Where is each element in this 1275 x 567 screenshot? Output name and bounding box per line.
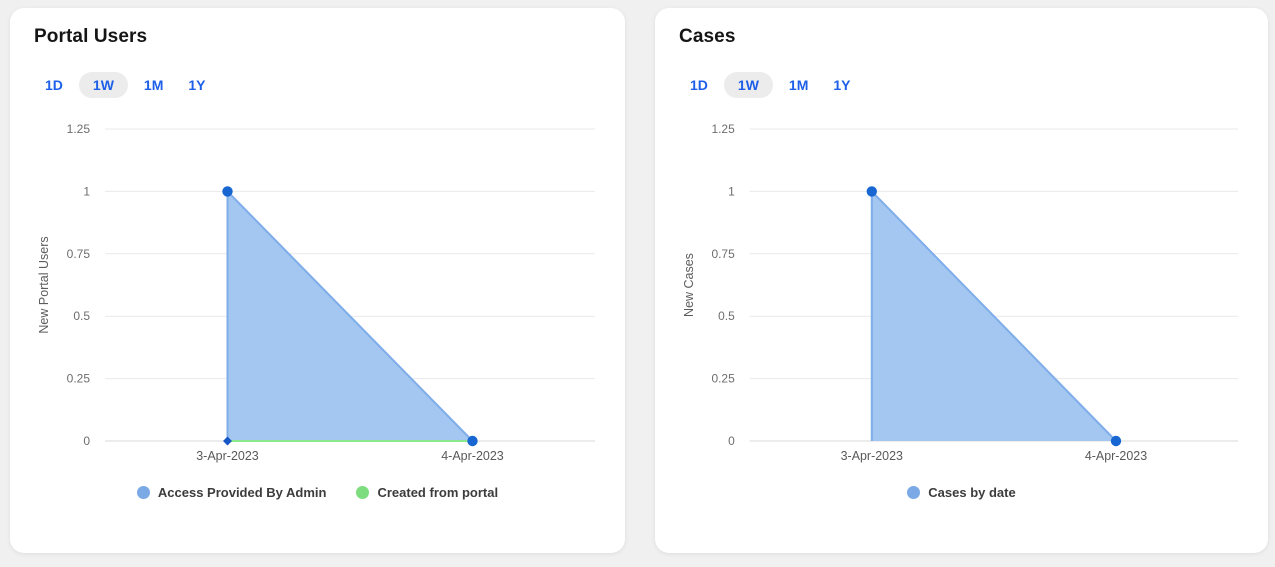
y-tick-label: 0.75 xyxy=(711,247,735,261)
time-range-selector: 1D 1W 1M 1Y xyxy=(36,72,214,98)
time-range-1m-button[interactable]: 1M xyxy=(780,72,817,98)
y-axis-title: New Portal Users xyxy=(37,236,51,333)
time-range-1w-button[interactable]: 1W xyxy=(723,72,773,98)
y-tick-label: 0.5 xyxy=(718,309,735,323)
legend-label: Created from portal xyxy=(377,485,499,500)
area-series xyxy=(871,191,1116,441)
y-tick-label: 1 xyxy=(83,184,90,198)
data-point-marker[interactable] xyxy=(467,435,478,447)
time-range-1d-button[interactable]: 1D xyxy=(36,72,72,98)
y-tick-label: 1.25 xyxy=(67,122,91,136)
x-tick-label: 4-Apr-2023 xyxy=(1085,449,1147,463)
card-title-cases: Cases xyxy=(679,26,736,47)
legend-label: Access Provided By Admin xyxy=(157,485,327,500)
x-tick-label: 3-Apr-2023 xyxy=(196,449,259,463)
legend-label: Cases by date xyxy=(928,485,1016,500)
y-tick-label: 1.25 xyxy=(711,122,735,136)
time-range-1m-button[interactable]: 1M xyxy=(135,72,172,98)
legend-item: Access Provided By Admin xyxy=(136,485,327,500)
x-tick-label: 3-Apr-2023 xyxy=(841,449,903,463)
y-tick-label: 0 xyxy=(728,434,735,448)
data-point-marker[interactable] xyxy=(223,436,232,446)
data-point-marker[interactable] xyxy=(1110,435,1122,447)
data-point-marker[interactable] xyxy=(222,186,233,197)
time-range-1d-button[interactable]: 1D xyxy=(681,72,717,98)
y-tick-label: 0.75 xyxy=(67,247,91,261)
cases-chart: 0 0.25 0.5 0.75 1 1.25 New Cases 3-Apr-2023 4-Ap… xyxy=(682,122,1239,463)
y-axis-title: New Cases xyxy=(682,253,696,317)
legend-item: Cases by date xyxy=(907,485,1016,500)
legend-swatch-icon xyxy=(136,486,150,499)
card-title-portal-users: Portal Users xyxy=(34,26,148,47)
portal-users-chart: 0 0.25 0.5 0.75 1 1.25 New Portal Users 3-Apr-2… xyxy=(37,122,595,463)
chart-legend: Access Provided By Admin Created from por… xyxy=(10,485,625,500)
y-tick-label: 0.5 xyxy=(73,309,90,323)
y-tick-label: 0.25 xyxy=(67,372,91,386)
legend-item: Created from portal xyxy=(356,485,498,500)
data-point-marker[interactable] xyxy=(866,186,877,197)
chart-legend: Cases by date xyxy=(655,485,1268,500)
y-tick-label: 0.25 xyxy=(711,372,735,386)
time-range-1y-button[interactable]: 1Y xyxy=(179,72,214,98)
portal-users-card: Portal Users 1D 1W 1M 1Y 0 0.25 0.5 0.75 1 1.25 N… xyxy=(10,8,625,553)
x-tick-label: 4-Apr-2023 xyxy=(441,449,504,463)
time-range-1y-button[interactable]: 1Y xyxy=(824,72,859,98)
legend-swatch-icon xyxy=(907,486,921,499)
cases-card: Cases 1D 1W 1M 1Y 0 0.25 0.5 0.75 1 1.25 New Case… xyxy=(655,8,1268,553)
time-range-1w-button[interactable]: 1W xyxy=(78,72,128,98)
time-range-selector: 1D 1W 1M 1Y xyxy=(681,72,859,98)
y-tick-label: 1 xyxy=(728,184,735,198)
legend-swatch-icon xyxy=(356,486,370,499)
y-tick-label: 0 xyxy=(83,434,90,448)
